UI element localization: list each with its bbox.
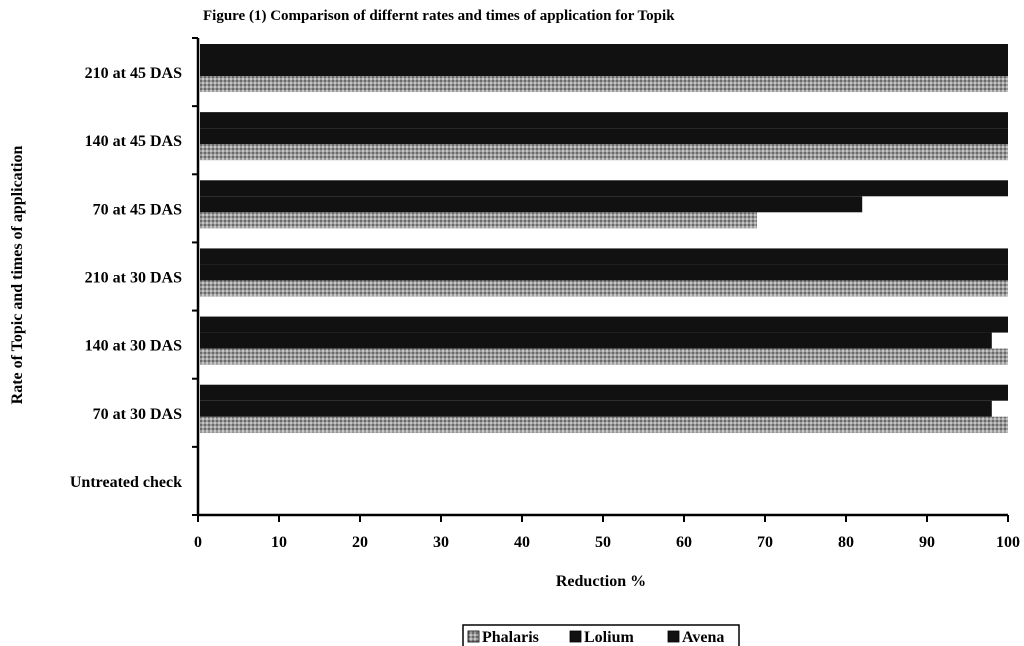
category-label-70-at-45-das: 70 at 45 DAS bbox=[93, 201, 182, 218]
legend-label-phalaris: Phalaris bbox=[482, 629, 539, 646]
x-tick-label-30: 30 bbox=[433, 534, 449, 551]
bar-avena-70-at-30-das bbox=[200, 384, 1008, 401]
bars-layer bbox=[200, 44, 1008, 433]
x-tick-label-10: 10 bbox=[271, 534, 287, 551]
x-tick-label-80: 80 bbox=[838, 534, 854, 551]
x-tick-label-50: 50 bbox=[595, 534, 611, 551]
x-tick-label-90: 90 bbox=[919, 534, 935, 551]
x-tick-label-20: 20 bbox=[352, 534, 368, 551]
bar-lolium-210-at-45-das bbox=[200, 60, 1008, 76]
x-tick-label-70: 70 bbox=[757, 534, 773, 551]
bar-phalaris-210-at-45-das bbox=[200, 76, 1008, 92]
bar-lolium-70-at-30-das bbox=[200, 400, 992, 417]
category-label-70-at-30-das: 70 at 30 DAS bbox=[93, 406, 182, 423]
chart-title: Figure (1) Comparison of differnt rates … bbox=[203, 8, 675, 24]
legend-swatch-lolium bbox=[569, 630, 582, 643]
legend: Phalaris Lolium Avena bbox=[462, 624, 740, 646]
bar-lolium-210-at-30-das bbox=[200, 264, 1008, 281]
bar-lolium-70-at-45-das bbox=[200, 196, 863, 213]
x-axis-title: Reduction % bbox=[556, 573, 646, 590]
category-label-210-at-45-das: 210 at 45 DAS bbox=[85, 65, 182, 82]
bar-phalaris-140-at-30-das bbox=[200, 348, 1008, 365]
category-label-140-at-45-das: 140 at 45 DAS bbox=[85, 133, 182, 150]
legend-swatch-phalaris bbox=[467, 630, 480, 643]
category-label-140-at-30-das: 140 at 30 DAS bbox=[85, 338, 182, 355]
axes-layer: Untreated check 70 at 30 DAS 140 at 30 DAS… bbox=[70, 37, 1020, 551]
bar-phalaris-70-at-45-das bbox=[200, 212, 757, 229]
legend-label-lolium: Lolium bbox=[584, 629, 634, 646]
bar-avena-210-at-30-das bbox=[200, 248, 1008, 265]
bar-phalaris-140-at-45-das bbox=[200, 144, 1008, 161]
bar-phalaris-210-at-30-das bbox=[200, 280, 1008, 297]
bar-lolium-140-at-30-das bbox=[200, 332, 992, 349]
x-tick-label-60: 60 bbox=[676, 534, 692, 551]
bar-phalaris-70-at-30-das bbox=[200, 416, 1008, 433]
bar-avena-70-at-45-das bbox=[200, 180, 1008, 197]
x-tick-label-100: 100 bbox=[996, 534, 1020, 551]
bar-avena-140-at-30-das bbox=[200, 316, 1008, 333]
bar-avena-210-at-45-das bbox=[200, 44, 1008, 60]
legend-swatch-avena bbox=[667, 630, 680, 643]
x-tick-label-0: 0 bbox=[194, 534, 202, 551]
bar-avena-140-at-45-das bbox=[200, 112, 1008, 129]
x-tick-label-40: 40 bbox=[514, 534, 530, 551]
bar-lolium-140-at-45-das bbox=[200, 128, 1008, 145]
category-label-210-at-30-das: 210 at 30 DAS bbox=[85, 270, 182, 287]
y-axis-title: Rate of Topic and times of application bbox=[9, 146, 26, 405]
legend-label-avena: Avena bbox=[682, 629, 724, 646]
category-label-untreated-check: Untreated check bbox=[70, 474, 182, 491]
